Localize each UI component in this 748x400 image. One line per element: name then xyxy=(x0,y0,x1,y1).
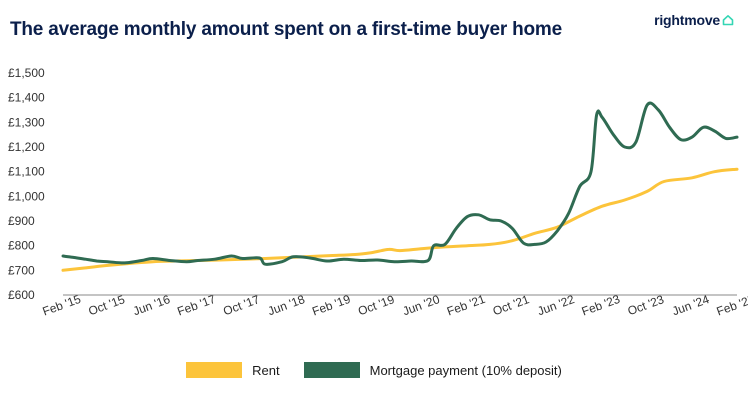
y-tick-label: £700 xyxy=(8,263,35,277)
legend-swatch-mortgage xyxy=(303,362,360,378)
legend-label-rent: Rent xyxy=(252,362,280,378)
legend-item-mortgage[interactable]: Mortgage payment (10% deposit) xyxy=(303,362,562,378)
y-tick-label: £1,300 xyxy=(8,115,45,129)
y-tick-label: £1,100 xyxy=(8,165,45,179)
y-axis-labels: £600 £700 £800 £900 £1,000 £1,100 £1,200 £1,300… xyxy=(8,66,45,302)
y-tick-label: £1,500 xyxy=(8,66,45,80)
x-axis-labels: Feb '15 Oct '15 Jun '16 Feb '17 Oct '17 Jun '… xyxy=(41,292,748,319)
x-tick-label: Feb '21 xyxy=(445,292,487,319)
chart-title: The average monthly amount spent on a fi… xyxy=(10,19,562,40)
x-tick-label: Feb '17 xyxy=(175,292,217,319)
series-line-rent xyxy=(61,167,739,272)
x-tick-label: Jun '22 xyxy=(535,292,576,318)
x-tick-label: Jun '20 xyxy=(401,292,442,318)
x-tick-label: Jun '18 xyxy=(266,292,307,318)
chart-legend: Rent Mortgage payment (10% deposit) xyxy=(0,362,748,378)
y-tick-label: £1,200 xyxy=(8,140,45,154)
legend-label-mortgage: Mortgage payment (10% deposit) xyxy=(369,362,562,378)
y-tick-label: £1,000 xyxy=(8,189,45,203)
logo-text: rightmove xyxy=(654,12,720,28)
legend-swatch-rent xyxy=(186,362,243,378)
legend-item-rent[interactable]: Rent xyxy=(186,362,280,378)
x-tick-label: Oct '17 xyxy=(221,292,261,318)
series-layer xyxy=(61,101,739,272)
x-tick-label: Feb '15 xyxy=(41,292,83,319)
x-tick-label: Oct '21 xyxy=(491,292,531,318)
x-tick-label: Jun '16 xyxy=(131,292,172,318)
y-tick-label: £1,400 xyxy=(8,91,45,105)
rightmove-logo[interactable]: rightmove xyxy=(654,12,734,28)
series-line-mortgage xyxy=(61,101,739,266)
y-tick-label: £800 xyxy=(8,239,35,253)
x-tick-label: Oct '19 xyxy=(356,292,396,318)
x-tick-label: Oct '23 xyxy=(626,292,666,318)
house-outline-icon xyxy=(722,15,734,26)
x-tick-label: Jun '24 xyxy=(670,292,711,318)
x-tick-label: Oct '15 xyxy=(86,292,126,318)
x-tick-label: Feb '19 xyxy=(310,292,352,319)
x-tick-label: Feb '23 xyxy=(580,292,622,319)
x-tick-label: Feb '25 xyxy=(715,292,748,319)
y-tick-label: £900 xyxy=(8,214,35,228)
y-tick-label: £600 xyxy=(8,288,35,302)
